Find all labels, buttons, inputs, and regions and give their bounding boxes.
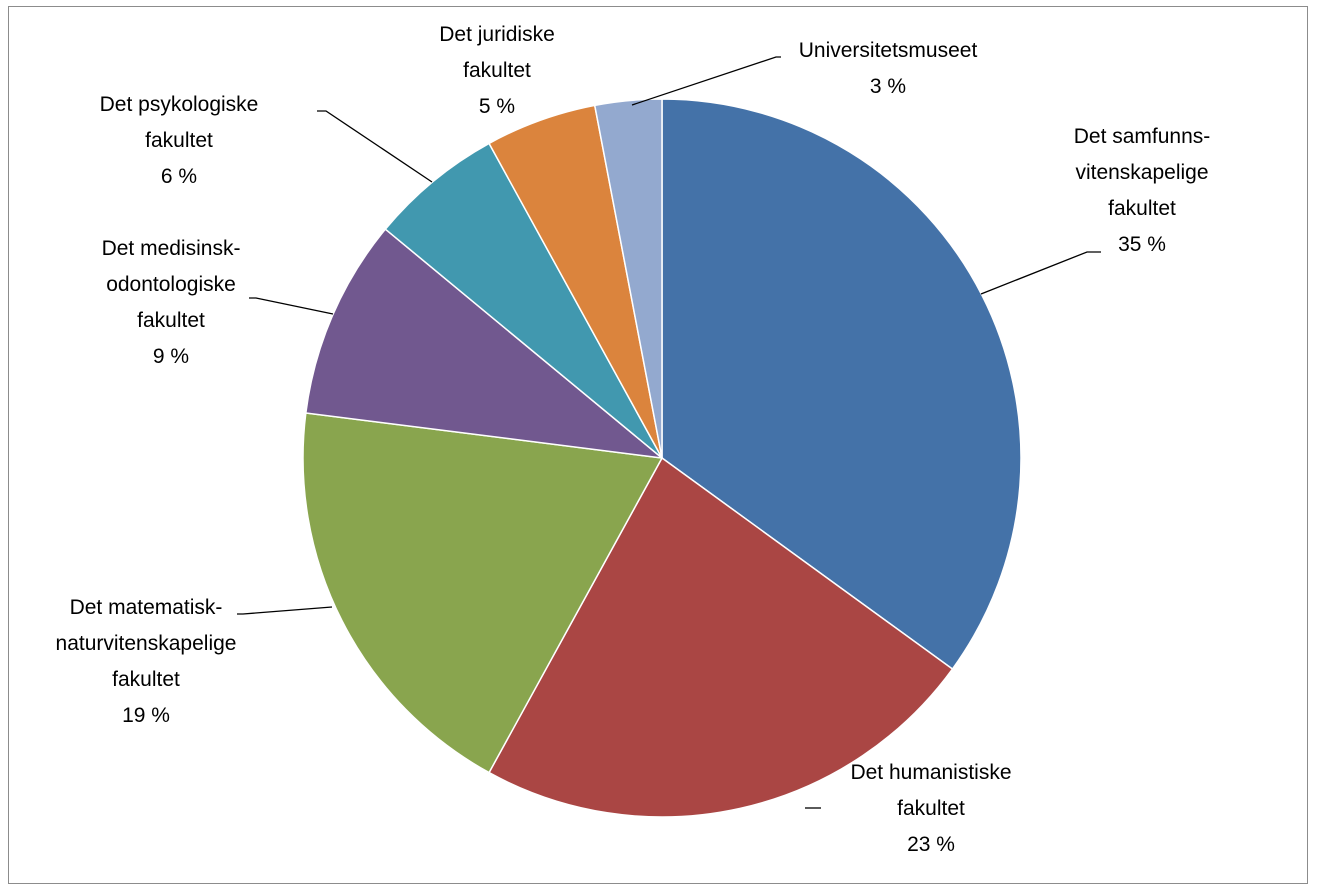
slice-name-line: Det psykologiske [100, 93, 259, 116]
pie-slice-7 [593, 98, 663, 459]
pie-slice-2 [488, 456, 954, 818]
slice-labels: Det samfunns-vitenskapelige fakultet 35 %D… [56, 23, 1211, 856]
leader-line-4 [249, 297, 334, 315]
slice-name-line: fakultet [897, 797, 965, 820]
leader-lines [237, 56, 1101, 809]
slice-name-line: fakultet [463, 59, 531, 82]
pie-slice-1 [661, 98, 1022, 671]
pie-slice-4 [304, 228, 665, 460]
slice-name-line: Det medisinsk- [102, 237, 241, 260]
slice-label-7: Universitetsmuseet 3 % [799, 39, 978, 98]
leader-line-5 [317, 110, 433, 183]
slice-value-label: 23 % [907, 833, 955, 856]
pie-slice-5 [384, 142, 663, 459]
slice-label-5: Det psykologiske fakultet 6 % [100, 93, 259, 188]
slice-name-line: Det humanistiske [850, 761, 1011, 784]
leader-line-7 [631, 56, 781, 106]
slice-name-line: Det juridiske [439, 23, 555, 46]
slice-value-label: 5 % [479, 95, 515, 118]
slice-label-3: Det matematisk-naturvitenskapelige fakult… [56, 596, 237, 727]
slice-name-line: Det matematisk- [70, 596, 223, 619]
pie-slice-3 [302, 412, 664, 774]
slice-label-1: Det samfunns-vitenskapelige fakultet 35 % [1074, 125, 1211, 256]
slice-value-label: 6 % [161, 165, 197, 188]
slice-name-line: Universitetsmuseet [799, 39, 978, 62]
slice-name-line: fakultet [1108, 197, 1176, 220]
slice-name-line: Det samfunns- [1074, 125, 1211, 148]
leader-line-1 [980, 251, 1101, 295]
pie-slices [302, 98, 1022, 818]
slice-name-line: vitenskapelige [1075, 161, 1208, 184]
slice-name-line: odontologiske [106, 273, 236, 296]
slice-value-label: 35 % [1118, 233, 1166, 256]
slice-value-label: 3 % [870, 75, 906, 98]
slice-name-line: fakultet [145, 129, 213, 152]
chart-frame: Det samfunns-vitenskapelige fakultet 35 % D… [8, 6, 1308, 884]
slice-name-line: fakultet [137, 309, 205, 332]
slice-value-label: 9 % [153, 345, 189, 368]
slice-name-line: naturvitenskapelige [56, 632, 237, 655]
slice-label-4: Det medisinsk-odontologiske fakultet 9 % [102, 237, 241, 368]
pie-chart: Det samfunns-vitenskapelige fakultet 35 %D… [56, 23, 1211, 856]
slice-name-line: fakultet [112, 668, 180, 691]
slice-label-6: Det juridiske fakultet 5 % [439, 23, 555, 118]
slice-label-2: Det humanistiske fakultet 23 % [850, 761, 1011, 856]
slice-value-label: 19 % [122, 704, 170, 727]
leader-line-3 [237, 606, 333, 615]
